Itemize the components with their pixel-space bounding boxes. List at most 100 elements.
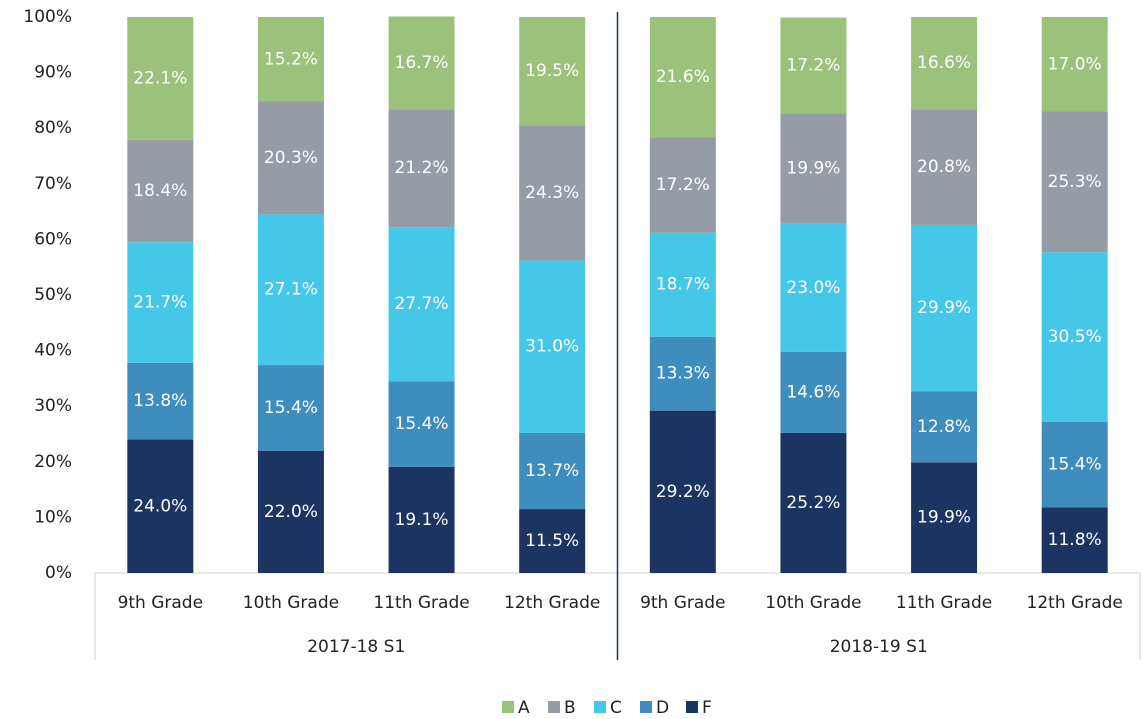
y-tick-label: 10% (34, 507, 72, 527)
bar-segment (257, 450, 324, 573)
x-tick-label: 11th Grade (373, 593, 469, 613)
value-label: 27.7% (395, 294, 449, 314)
bar-segment (519, 17, 586, 126)
bar-segment (1041, 421, 1108, 508)
bar-segment (1041, 17, 1108, 112)
bar-segment (911, 17, 978, 110)
bar-segment (519, 432, 586, 510)
value-label: 13.7% (525, 461, 579, 481)
value-label: 25.3% (1048, 172, 1102, 192)
x-tick-label: 12th Grade (1027, 593, 1123, 613)
value-label: 18.4% (133, 181, 187, 201)
value-label: 27.1% (264, 280, 318, 300)
bar-segment (1041, 111, 1108, 253)
x-tick-label: 11th Grade (896, 593, 992, 613)
value-label: 11.5% (525, 531, 579, 551)
y-tick-label: 70% (34, 174, 72, 194)
value-label: 25.2% (786, 493, 840, 513)
value-label: 22.0% (264, 502, 318, 522)
value-label: 22.1% (133, 68, 187, 88)
bar-segment (780, 351, 847, 433)
legend-swatch (594, 701, 606, 713)
y-tick-label: 40% (34, 341, 72, 361)
bar-segment (257, 17, 324, 102)
bar-segment (649, 410, 716, 573)
x-tick-label: 12th Grade (504, 593, 600, 613)
y-tick-label: 20% (34, 452, 72, 472)
bar-segment (257, 365, 324, 451)
value-label: 12.8% (917, 417, 971, 437)
bar-segment (780, 432, 847, 573)
bar-segment (388, 109, 455, 228)
value-label: 24.0% (133, 496, 187, 516)
value-label: 19.1% (395, 510, 449, 530)
bar-segment (649, 336, 716, 411)
bar-segment (649, 137, 716, 233)
value-label: 31.0% (525, 337, 579, 357)
bar-segment (127, 439, 194, 573)
x-tick-label: 9th Grade (640, 593, 726, 613)
bar-segment (519, 260, 586, 433)
bar-segment (519, 125, 586, 261)
bar-segment (388, 16, 455, 110)
value-label: 29.2% (656, 482, 710, 502)
x-tick-label: 9th Grade (118, 593, 204, 613)
legend-label: D (656, 698, 669, 718)
value-label: 15.4% (1048, 455, 1102, 475)
bar-segment (780, 223, 847, 352)
bar-segment (127, 17, 194, 140)
y-tick-label: 0% (45, 563, 72, 583)
bar-segment (1041, 507, 1108, 573)
value-label: 29.9% (917, 298, 971, 318)
value-label: 20.3% (264, 148, 318, 168)
value-label: 21.7% (133, 293, 187, 313)
legend-label: A (518, 698, 530, 718)
bar-segment (257, 101, 324, 215)
legend-swatch (502, 701, 514, 713)
value-label: 30.5% (1048, 327, 1102, 347)
bar-segment (127, 139, 194, 243)
bar-segment (911, 391, 978, 463)
x-tick-label: 10th Grade (243, 593, 339, 613)
legend-swatch (640, 701, 652, 713)
x-tick-label: 10th Grade (765, 593, 861, 613)
y-tick-label: 80% (34, 118, 72, 138)
value-label: 19.9% (786, 159, 840, 179)
y-tick-label: 50% (34, 285, 72, 305)
value-label: 24.3% (525, 183, 579, 203)
y-tick-label: 100% (23, 7, 72, 27)
legend-label: B (564, 698, 576, 718)
value-label: 14.6% (786, 382, 840, 402)
value-label: 21.2% (395, 158, 449, 178)
bar-segment (127, 362, 194, 440)
value-label: 13.3% (656, 364, 710, 384)
value-label: 16.6% (917, 53, 971, 73)
legend-swatch (686, 701, 698, 713)
y-tick-label: 90% (34, 63, 72, 83)
value-label: 17.2% (656, 175, 710, 195)
bar-segment (519, 509, 586, 573)
value-label: 16.7% (395, 53, 449, 73)
bar-segment (388, 227, 455, 382)
bar-segment (911, 224, 978, 392)
value-label: 15.4% (395, 414, 449, 434)
bar-segment (911, 109, 978, 225)
bar-segment (127, 242, 194, 363)
y-tick-label: 30% (34, 396, 72, 416)
value-label: 13.8% (133, 391, 187, 411)
value-label: 15.2% (264, 49, 318, 69)
bar-segment (1041, 252, 1108, 422)
group-label: 2018-19 S1 (830, 637, 928, 657)
value-label: 20.8% (917, 157, 971, 177)
bar-segment (780, 17, 847, 114)
bar-segment (649, 232, 716, 337)
value-label: 18.7% (656, 275, 710, 295)
bar-segment (257, 214, 324, 366)
value-label: 15.4% (264, 398, 318, 418)
bar-segment (780, 113, 847, 224)
value-label: 21.6% (656, 67, 710, 87)
value-label: 17.0% (1048, 54, 1102, 74)
bar-segment (911, 462, 978, 573)
value-label: 19.5% (525, 61, 579, 81)
